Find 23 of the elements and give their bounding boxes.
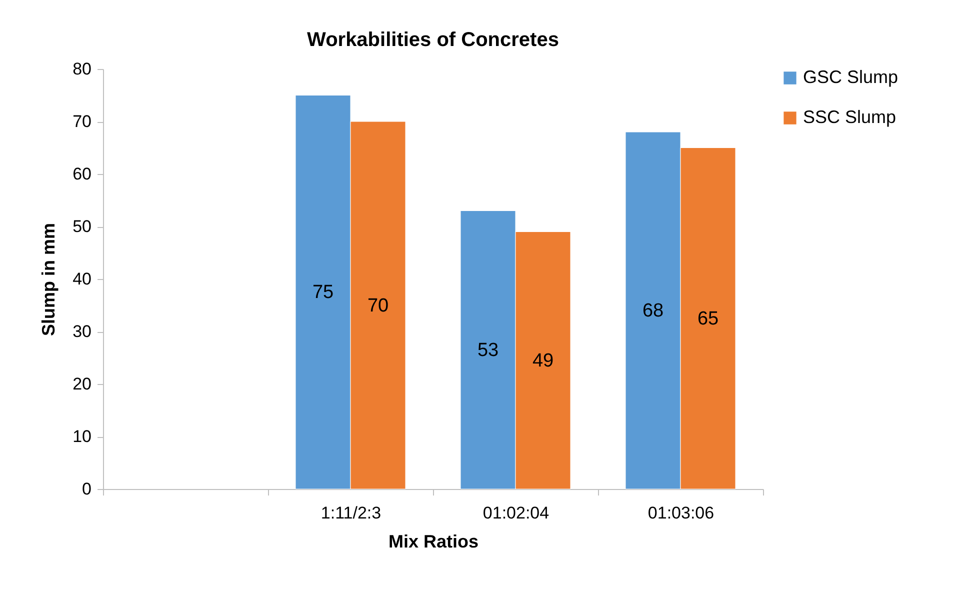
y-tick-label: 50 (72, 217, 92, 236)
legend-label: GSC Slump (803, 67, 898, 87)
y-tick-label: 80 (72, 60, 92, 78)
data-label: 65 (697, 308, 719, 330)
x-axis-title: Mix Ratios (388, 532, 479, 552)
data-label: 75 (312, 282, 334, 304)
y-tick-label: 0 (82, 480, 92, 498)
y-tick-label: 10 (72, 427, 92, 446)
data-label: 70 (367, 295, 389, 316)
y-tick-label: 70 (72, 112, 92, 131)
x-tick-label: 1:11/2:3 (320, 504, 382, 522)
x-tick-label: 01:02:04 (482, 504, 550, 522)
y-tick-label: 20 (72, 374, 92, 394)
legend-label: SSC Slump (803, 107, 896, 127)
x-tick-label: 01:03:06 (648, 504, 714, 522)
y-tick-label: 30 (72, 322, 92, 341)
data-label: 49 (532, 350, 554, 372)
data-label: 53 (477, 340, 499, 361)
y-axis-title: Slump in mm (38, 222, 59, 336)
y-tick-label: 60 (72, 164, 92, 184)
chart-title: Workabilities of Concretes (307, 29, 559, 51)
y-tick-label: 40 (72, 270, 92, 288)
data-label: 68 (642, 300, 664, 322)
